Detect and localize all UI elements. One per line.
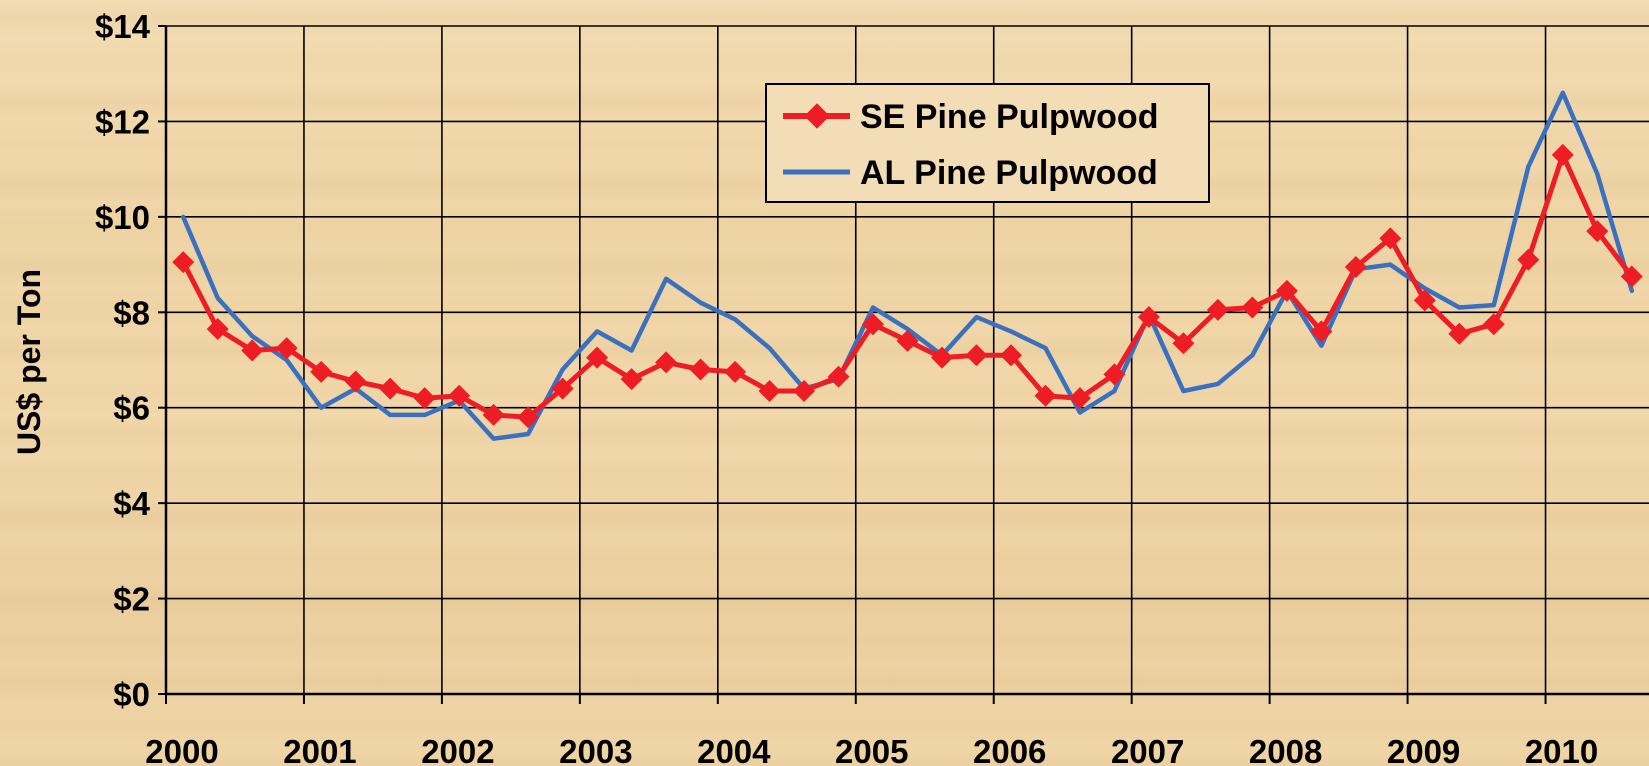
data-point xyxy=(689,358,712,381)
y-axis-title: US$ per Ton xyxy=(11,269,47,455)
data-point xyxy=(862,313,885,336)
x-tick-label: 2004 xyxy=(697,733,771,766)
data-point xyxy=(827,365,850,388)
series-al-pine-pulpwood xyxy=(180,90,1635,441)
y-tick-labels: $0 $2 $4 $6 $8 $10 $12 $14 xyxy=(95,8,151,713)
x-tick-label: 2008 xyxy=(1249,733,1322,766)
y-tick-label: $2 xyxy=(113,581,150,618)
x-tick-labels: 2000 2001 2002 2003 2004 2005 2006 2007 2008 2009… xyxy=(145,733,1598,766)
data-point xyxy=(1275,279,1298,302)
x-tick-label: 2009 xyxy=(1387,733,1460,766)
data-point xyxy=(172,251,195,274)
data-point xyxy=(999,344,1022,367)
x-tick-label: 2001 xyxy=(283,733,356,766)
data-point xyxy=(344,370,367,393)
data-point xyxy=(965,344,988,367)
series-line xyxy=(180,90,1635,441)
data-point xyxy=(1620,265,1643,288)
legend-label-se: SE Pine Pulpwood xyxy=(860,98,1158,136)
data-point xyxy=(1172,332,1195,355)
data-point xyxy=(896,329,919,352)
data-point xyxy=(275,337,298,360)
y-tick-label: $6 xyxy=(113,390,150,427)
data-point xyxy=(1034,384,1057,407)
data-point xyxy=(1310,320,1333,343)
data-point xyxy=(930,346,953,369)
x-tick-label: 2002 xyxy=(421,733,494,766)
y-tick-label: $14 xyxy=(95,8,151,45)
y-tick-label: $0 xyxy=(113,676,150,713)
data-point xyxy=(655,351,678,374)
series-layer xyxy=(172,90,1643,441)
data-point xyxy=(1137,306,1160,329)
data-point xyxy=(551,377,574,400)
x-tick-label: 2003 xyxy=(559,733,632,766)
data-point xyxy=(724,360,747,383)
data-point xyxy=(413,387,436,410)
data-point xyxy=(1413,289,1436,312)
data-point xyxy=(1241,296,1264,319)
series-se-pine-pulpwood xyxy=(172,143,1643,429)
data-point xyxy=(310,360,333,383)
data-point xyxy=(1103,363,1126,386)
data-point xyxy=(1482,313,1505,336)
data-point xyxy=(206,317,229,340)
axes xyxy=(158,25,1649,704)
data-point xyxy=(1379,227,1402,250)
data-point xyxy=(1517,248,1540,271)
data-point xyxy=(482,403,505,426)
y-tick-label: $8 xyxy=(113,294,150,331)
y-tick-label: $4 xyxy=(113,485,150,522)
x-tick-label: 2000 xyxy=(145,733,218,766)
legend-label-al: AL Pine Pulpwood xyxy=(860,154,1158,192)
data-point xyxy=(241,339,264,362)
data-point xyxy=(793,380,816,403)
data-point xyxy=(379,377,402,400)
x-tick-label: 2007 xyxy=(1111,733,1184,766)
x-tick-label: 2005 xyxy=(835,733,908,766)
x-tick-label: 2006 xyxy=(973,733,1046,766)
data-point xyxy=(1448,322,1471,345)
data-point xyxy=(758,380,781,403)
y-tick-label: $10 xyxy=(95,199,150,236)
data-point xyxy=(586,346,609,369)
data-point xyxy=(517,406,540,429)
x-tick-label: 2010 xyxy=(1525,733,1598,766)
grid xyxy=(165,25,1649,695)
y-tick-label: $12 xyxy=(95,103,150,140)
data-point xyxy=(1344,255,1367,278)
legend-marker-se xyxy=(804,103,830,129)
data-point xyxy=(620,368,643,391)
data-point xyxy=(1206,298,1229,321)
data-point xyxy=(448,384,471,407)
data-point xyxy=(1068,387,1091,410)
legend-box xyxy=(765,83,1210,203)
data-point xyxy=(1586,220,1609,243)
data-point xyxy=(1551,143,1574,166)
legend: SE Pine Pulpwood AL Pine Pulpwood xyxy=(765,83,1210,203)
